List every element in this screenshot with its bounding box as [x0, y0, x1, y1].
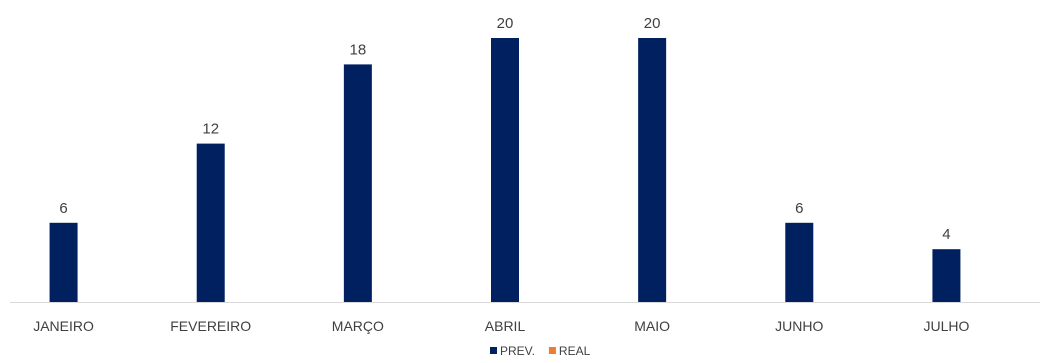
data-label-prev-1: 12: [202, 121, 219, 138]
category-label-0: JANEIRO: [33, 318, 94, 334]
bar-prev-1: [196, 143, 225, 302]
data-label-prev-0: 6: [59, 200, 67, 217]
bar-prev-4: [638, 38, 667, 302]
data-label-prev-6: 4: [942, 226, 950, 243]
data-label-prev-5: 6: [795, 200, 803, 217]
category-label-3: ABRIL: [485, 318, 526, 334]
data-label-prev-4: 20: [644, 15, 661, 32]
category-label-2: MARÇO: [332, 318, 384, 334]
bar-prev-6: [932, 249, 961, 302]
bar-prev-5: [785, 222, 814, 302]
legend: PREV. REAL: [490, 344, 591, 358]
legend-label-1: REAL: [559, 344, 591, 358]
data-label-prev-3: 20: [497, 15, 514, 32]
category-label-1: FEVEREIRO: [170, 318, 251, 334]
bar-prev-0: [49, 222, 78, 302]
category-label-5: JUNHO: [775, 318, 823, 334]
bar-prev-3: [491, 38, 519, 302]
legend-swatch-1: [548, 347, 556, 354]
legend-swatch-0: [490, 347, 497, 354]
category-label-6: JULHO: [923, 318, 969, 334]
category-label-4: MAIO: [634, 318, 670, 334]
bars-layer: [49, 38, 961, 303]
legend-label-0: PREV.: [500, 344, 535, 358]
data-labels-layer: 6 12 18 20 20 6 4: [59, 15, 950, 243]
category-labels-layer: JANEIRO FEVEREIRO MARÇO ABRIL MAIO JUNHO JULHO: [33, 318, 969, 334]
data-label-prev-2: 18: [350, 41, 367, 58]
bar-prev-2: [343, 64, 372, 303]
